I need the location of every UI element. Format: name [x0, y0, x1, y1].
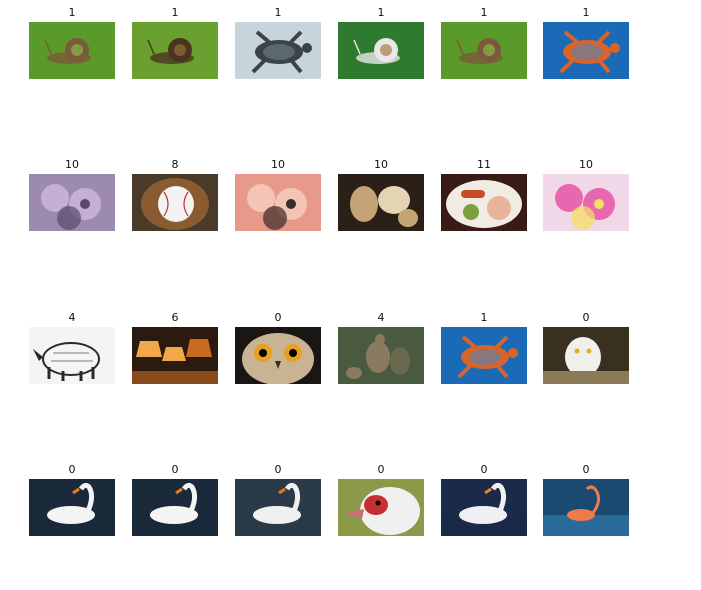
cell-label: 1: [480, 6, 488, 19]
thumbnail-image: [29, 22, 115, 79]
cell-label: 4: [377, 311, 385, 324]
cell-label: 1: [582, 6, 590, 19]
thumbnail-image: [235, 174, 321, 231]
thumbnail-image: [235, 479, 321, 536]
thumbnail-image: [338, 479, 424, 536]
thumbnail-image: [543, 327, 629, 384]
thumbnail-image: [543, 22, 629, 79]
thumbnail-image: [29, 174, 115, 231]
thumbnail-image: [441, 479, 527, 536]
thumbnail-image: [543, 174, 629, 231]
thumbnail-image: [132, 22, 218, 79]
cell-label: 1: [171, 6, 179, 19]
cell-label: 0: [377, 463, 385, 476]
thumbnail-image: [132, 327, 218, 384]
cell-label: 1: [274, 6, 282, 19]
thumbnail-image: [132, 174, 218, 231]
cell-label: 0: [480, 463, 488, 476]
cell-label: 1: [480, 311, 488, 324]
thumbnail-image: [543, 479, 629, 536]
cell-label: 0: [274, 463, 282, 476]
cell-label: 10: [374, 158, 388, 171]
cell-label: 1: [68, 6, 76, 19]
cell-label: 10: [65, 158, 79, 171]
cell-label: 0: [582, 463, 590, 476]
cell-label: 1: [377, 6, 385, 19]
thumbnail-image: [235, 327, 321, 384]
cell-label: 10: [271, 158, 285, 171]
cell-label: 10: [579, 158, 593, 171]
cell-label: 6: [171, 311, 179, 324]
thumbnail-image: [338, 22, 424, 79]
cell-label: 4: [68, 311, 76, 324]
thumbnail-image: [441, 174, 527, 231]
cell-label: 0: [68, 463, 76, 476]
cell-label: 11: [477, 158, 491, 171]
cell-label: 0: [171, 463, 179, 476]
thumbnail-image: [29, 327, 115, 384]
thumbnail-image: [441, 22, 527, 79]
thumbnail-image: [235, 22, 321, 79]
thumbnail-image: [338, 174, 424, 231]
thumbnail-image: [132, 479, 218, 536]
thumbnail-image: [338, 327, 424, 384]
cell-label: 0: [274, 311, 282, 324]
cell-label: 8: [171, 158, 179, 171]
cell-label: 0: [582, 311, 590, 324]
thumbnail-image: [441, 327, 527, 384]
thumbnail-image: [29, 479, 115, 536]
